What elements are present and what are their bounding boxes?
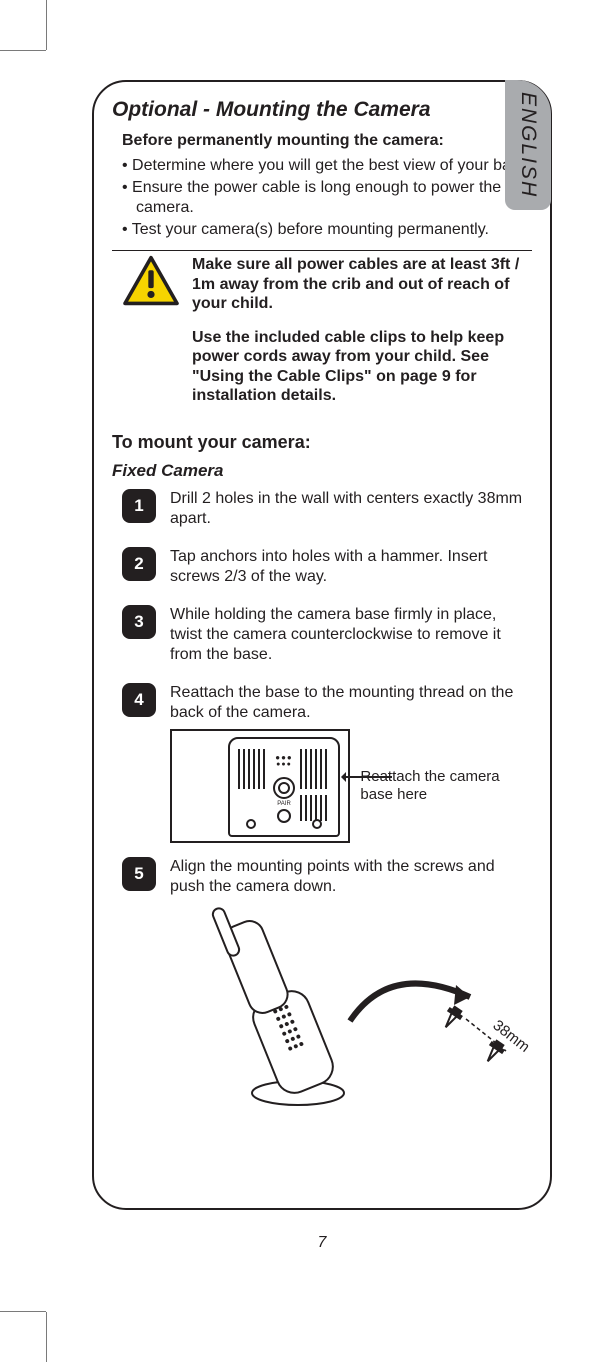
- step-text: Align the mounting points with the screw…: [170, 857, 532, 897]
- step-number: 3: [122, 605, 156, 639]
- crop-mark: [0, 1311, 46, 1312]
- step-number: 1: [122, 489, 156, 523]
- crop-mark: [46, 0, 47, 50]
- list-item: Test your camera(s) before mounting perm…: [122, 220, 532, 240]
- crop-mark: [0, 50, 46, 51]
- figure-step5: 38mm: [170, 901, 532, 1121]
- step-4: 4 Reattach the base to the mounting thre…: [112, 683, 532, 723]
- step-text: While holding the camera base firmly in …: [170, 605, 532, 665]
- step-2: 2 Tap anchors into holes with a hammer. …: [112, 547, 532, 587]
- mount-heading: To mount your camera:: [94, 432, 532, 453]
- page-title: Optional - Mounting the Camera: [112, 98, 532, 122]
- step-3: 3 While holding the camera base firmly i…: [112, 605, 532, 665]
- step-text: Tap anchors into holes with a hammer. In…: [170, 547, 532, 587]
- step-5: 5 Align the mounting points with the scr…: [112, 857, 532, 897]
- warning-p2: Use the included cable clips to help kee…: [192, 328, 532, 406]
- page: ENGLISH Optional - Mounting the Camera B…: [92, 80, 552, 1260]
- list-item: Ensure the power cable is long enough to…: [122, 178, 532, 218]
- warning-text: Make sure all power cables are at least …: [192, 255, 532, 420]
- content-panel: ENGLISH Optional - Mounting the Camera B…: [92, 80, 552, 1210]
- step-1: 1 Drill 2 holes in the wall with centers…: [112, 489, 532, 529]
- camera-back-illustration: ●●● ●●● PAIR: [170, 729, 350, 843]
- warning-p1: Make sure all power cables are at least …: [192, 255, 532, 314]
- fixed-camera-heading: Fixed Camera: [112, 461, 532, 481]
- step-number: 5: [122, 857, 156, 891]
- crop-mark: [46, 1312, 47, 1362]
- pointer-arrow: [344, 776, 392, 778]
- page-number: 7: [92, 1234, 552, 1252]
- warning-block: Make sure all power cables are at least …: [112, 250, 532, 426]
- figure-label: Reattach the camera base here: [360, 768, 532, 804]
- list-item: Determine where you will get the best vi…: [122, 156, 532, 176]
- step-number: 2: [122, 547, 156, 581]
- step-text: Reattach the base to the mounting thread…: [170, 683, 532, 723]
- language-tab: ENGLISH: [505, 80, 551, 210]
- language-label: ENGLISH: [516, 92, 540, 198]
- warning-icon: [122, 255, 180, 307]
- figure-step4: ●●● ●●● PAIR Reattach the camera base he…: [170, 729, 532, 843]
- step-text: Drill 2 holes in the wall with centers e…: [170, 489, 532, 529]
- before-list: Determine where you will get the best vi…: [112, 156, 532, 240]
- before-heading: Before permanently mounting the camera:: [112, 132, 532, 150]
- step-number: 4: [122, 683, 156, 717]
